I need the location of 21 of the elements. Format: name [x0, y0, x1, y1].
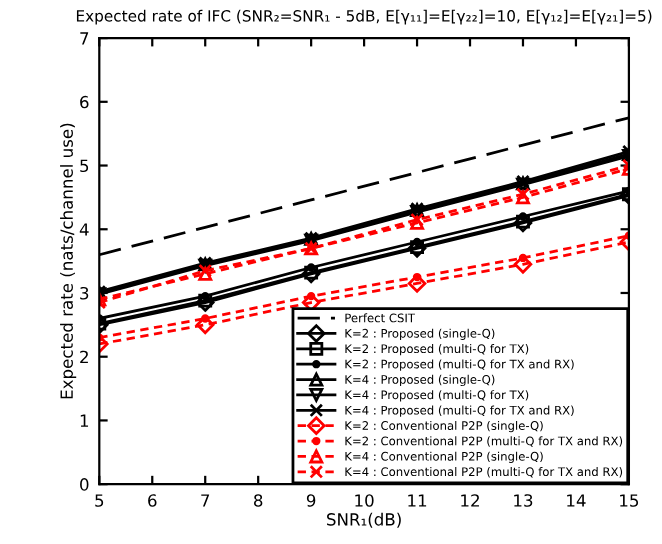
y-axis-title: Expected rate (nats/channel use): [60, 123, 77, 399]
y-tick-label: 1: [80, 414, 89, 427]
y-tick-label: 2: [80, 350, 88, 364]
x-tick-label: 6: [148, 494, 157, 507]
y-tick-label: 0: [80, 478, 89, 491]
y-tick-label: 4: [79, 223, 89, 236]
x-tick-label: 7: [201, 494, 210, 507]
x-tick-label: 10: [355, 494, 374, 507]
x-tick-label: 9: [306, 494, 316, 507]
y-tick-label: 7: [80, 32, 89, 45]
y-tick-label: 5: [80, 159, 89, 173]
x-tick-label: 15: [620, 494, 639, 507]
y-tick-label: 3: [80, 286, 89, 300]
x-tick-label: 14: [567, 494, 586, 507]
x-tick-label: 8: [254, 494, 263, 507]
x-tick-label: 11: [408, 494, 427, 507]
x-tick-label: 13: [514, 494, 533, 507]
x-tick-label: 12: [461, 494, 479, 507]
x-axis-title: SNR₁(dB): [327, 512, 401, 528]
x-tick-label: 5: [95, 494, 104, 507]
y-tick-label: 6: [80, 95, 89, 109]
